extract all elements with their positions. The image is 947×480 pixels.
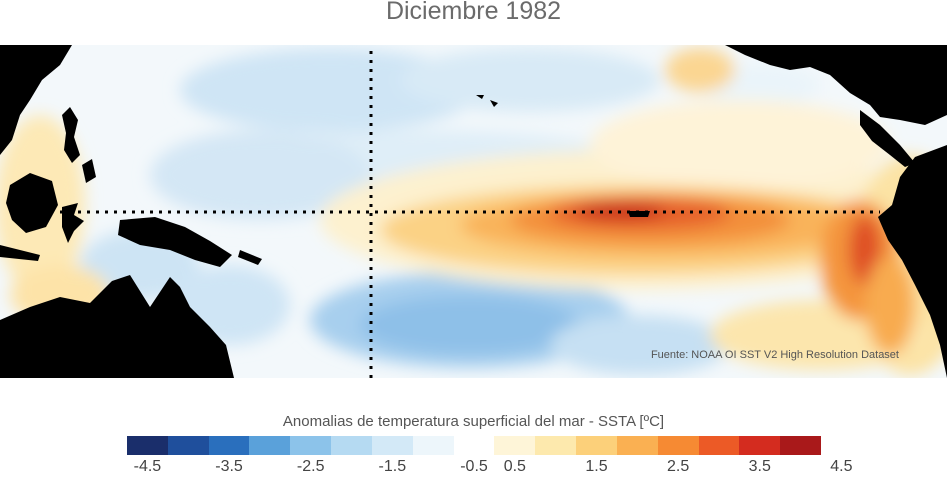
colorbar-segment (167, 436, 209, 455)
colorbar-segment (371, 436, 413, 455)
anomaly-field (0, 48, 947, 375)
land-masses (0, 45, 947, 378)
colorbar-segment (698, 436, 740, 455)
colorbar-tick-label: -0.5 (460, 458, 488, 475)
colorbar-segment (535, 436, 577, 455)
colorbar-tick-label: -4.5 (133, 458, 162, 475)
colorbar-segment (249, 436, 291, 455)
colorbar-segment (657, 436, 699, 455)
chart-title: Diciembre 1982 (385, 0, 562, 25)
colorbar-ticks: -4.5 -3.5 -2.5 -1.5 -0.5 0.5 1.5 2.5 3.5 4.5 (0, 458, 947, 480)
colorbar-tick-label: 0.5 (503, 458, 526, 475)
sst-anomaly-map (0, 45, 947, 378)
colorbar-segment (453, 436, 495, 455)
colorbar-segment (494, 436, 536, 455)
source-note: Fuente: NOAA OI SST V2 High Resolution D… (650, 349, 899, 361)
colorbar-segment (780, 436, 822, 455)
colorbar-segment (739, 436, 781, 455)
colorbar-segment (576, 436, 617, 455)
colorbar-segment (208, 436, 250, 455)
colorbar-tick-label: 2.5 (666, 458, 690, 475)
colorbar-segment (616, 436, 658, 455)
colorbar-segment (331, 436, 372, 455)
colorbar (127, 436, 822, 455)
colorbar-title: Anomalias de temperatura superficial del… (282, 413, 665, 430)
colorbar-segment (412, 436, 454, 455)
colorbar-segment (290, 436, 332, 455)
colorbar-tick-label: 3.5 (748, 458, 771, 475)
colorbar-segment (127, 436, 168, 455)
colorbar-tick-label: -1.5 (378, 458, 407, 475)
colorbar-tick-label: -2.5 (296, 458, 325, 475)
colorbar-tick-label: 4.5 (830, 458, 853, 475)
colorbar-tick-label: 1.5 (585, 458, 608, 475)
colorbar-tick-label: -3.5 (215, 458, 243, 475)
